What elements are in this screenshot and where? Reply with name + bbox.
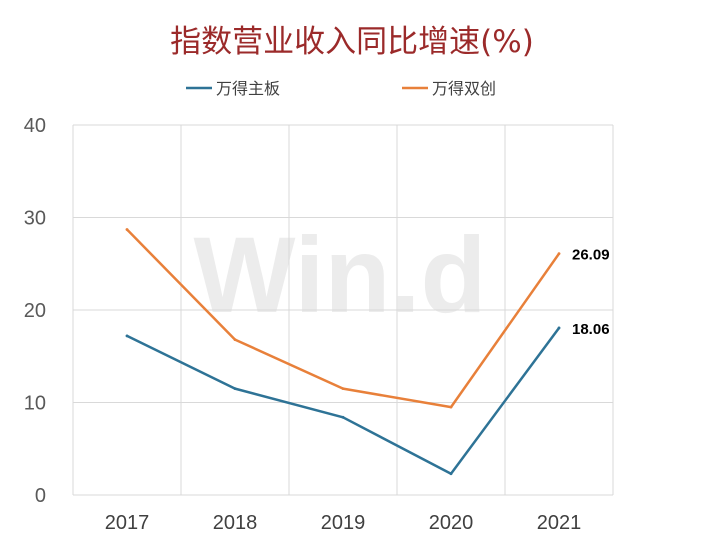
x-tick-label: 2020: [429, 512, 474, 534]
data-point: [125, 334, 129, 338]
y-tick-label: 10: [24, 393, 46, 415]
x-tick-label: 2017: [105, 512, 150, 534]
y-axis: 0 10 20 30 40: [24, 115, 46, 507]
series-group: 18.06 26.09: [125, 228, 610, 476]
data-point: [341, 415, 345, 419]
chart-title: 指数营业收入同比增速(%): [170, 24, 534, 60]
series-line: [125, 326, 561, 475]
x-axis: 2017 2018 2019 2020 2021: [105, 512, 582, 534]
grid: [72, 124, 614, 496]
data-label: 26.09: [572, 247, 610, 264]
data-point: [557, 252, 561, 256]
data-point: [233, 387, 237, 391]
data-point: [233, 338, 237, 341]
y-tick-label: 30: [24, 208, 46, 230]
x-tick-label: 2021: [537, 512, 582, 534]
data-point: [449, 405, 453, 409]
data-label: 18.06: [572, 321, 610, 338]
legend-label: 万得主板: [216, 79, 280, 98]
x-tick-label: 2018: [213, 512, 258, 534]
data-point: [341, 387, 345, 391]
y-tick-label: 20: [24, 300, 46, 322]
x-tick-label: 2019: [321, 512, 366, 534]
watermark: Win.d: [194, 214, 487, 335]
legend: 万得主板 万得双创: [186, 79, 496, 98]
data-point: [449, 472, 453, 476]
legend-label: 万得双创: [432, 79, 496, 98]
y-tick-label: 40: [24, 115, 46, 137]
y-tick-label: 0: [35, 485, 46, 507]
data-point: [125, 228, 129, 231]
data-point: [557, 326, 561, 330]
